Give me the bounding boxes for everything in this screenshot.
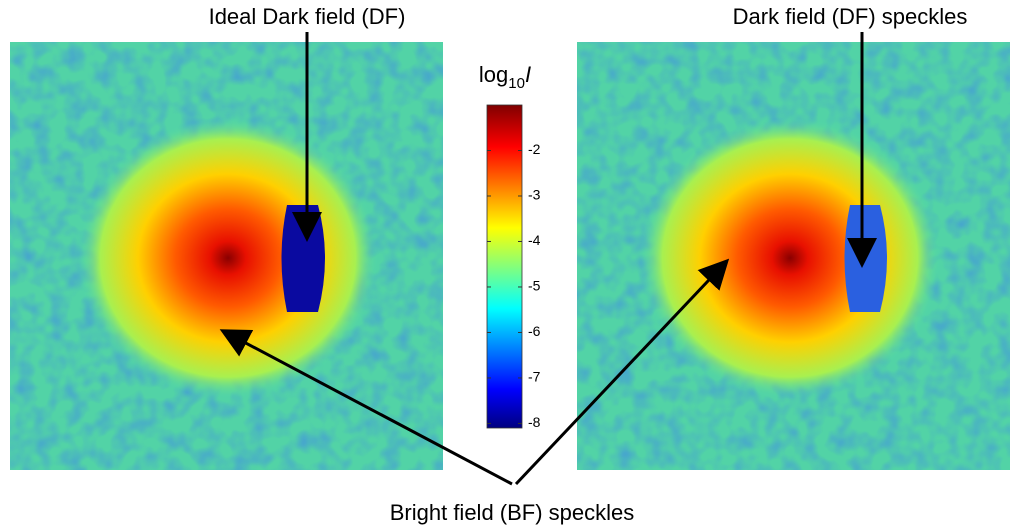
tick-label: -7 xyxy=(528,369,541,385)
colorbar-title: log10I xyxy=(479,62,531,92)
tick-label: -3 xyxy=(528,187,541,203)
tick-label: -2 xyxy=(528,141,541,157)
title-var: I xyxy=(525,62,531,87)
title-base: log xyxy=(479,62,508,87)
ideal-df-image xyxy=(10,42,443,470)
bf-speckles-label: Bright field (BF) speckles xyxy=(390,500,635,525)
title-sub: 10 xyxy=(508,75,525,92)
ideal-df-label: Ideal Dark field (DF) xyxy=(209,4,406,29)
df-speckles-label: Dark field (DF) speckles xyxy=(733,4,968,29)
colorbar-gradient xyxy=(486,104,523,429)
tick-label: -6 xyxy=(528,323,541,339)
tick-label: -8 xyxy=(528,414,541,430)
tick-label: -5 xyxy=(528,278,541,294)
arrow xyxy=(514,258,730,486)
arrow xyxy=(219,329,513,486)
df-speckles-image xyxy=(577,42,1010,470)
colorbar: log10I -2 -3 -4 -5 -6 -7 -8 xyxy=(479,62,541,430)
tick-label: -4 xyxy=(528,232,541,248)
